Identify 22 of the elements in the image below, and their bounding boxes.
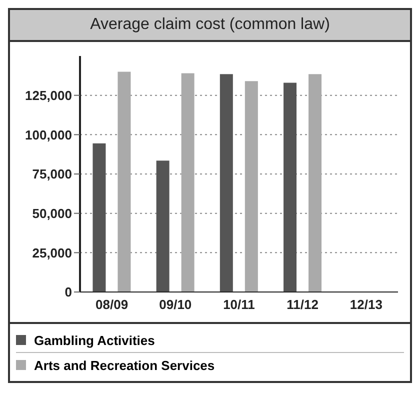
legend-label: Arts and Recreation Services — [16, 352, 404, 377]
bar — [244, 81, 258, 292]
y-tick-label: 25,000 — [32, 245, 72, 260]
bar — [220, 74, 233, 292]
y-tick-label: 75,000 — [32, 166, 72, 182]
x-tick-label: 10/11 — [223, 297, 255, 312]
bar — [284, 82, 297, 292]
x-tick-label: 09/10 — [159, 297, 192, 312]
bar — [156, 160, 170, 292]
y-tick-label: 125,000 — [25, 88, 72, 103]
legend-label: Gambling Activities — [33, 332, 156, 350]
bar — [92, 143, 106, 292]
x-tick-label: 08/09 — [96, 297, 128, 312]
y-tick-label: 100,000 — [25, 127, 72, 142]
y-tick-label: 0 — [64, 284, 72, 300]
bar — [308, 74, 322, 292]
x-tick-label: 11/12 — [286, 297, 319, 312]
x-tick-label: 12/13 — [350, 297, 382, 312]
y-tick-label: 50,000 — [32, 206, 72, 221]
chart-title: Average claim cost (common law) — [10, 10, 410, 42]
bar — [181, 73, 194, 292]
bar — [118, 72, 131, 292]
